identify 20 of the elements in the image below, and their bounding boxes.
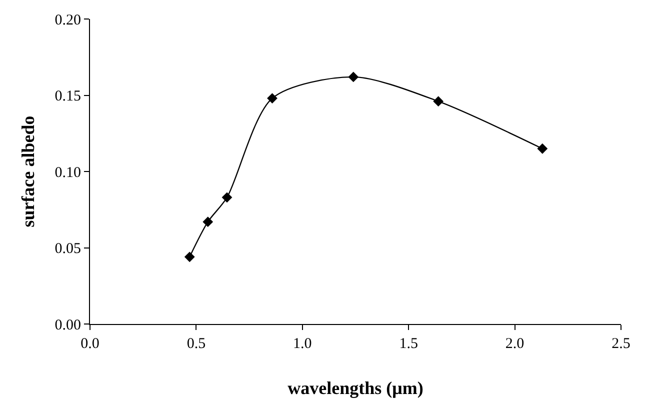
point bbox=[537, 143, 548, 154]
point bbox=[348, 72, 359, 82]
point bbox=[222, 192, 232, 203]
x-axis-title: wavelengths (μm) bbox=[288, 378, 424, 398]
point bbox=[202, 216, 214, 228]
point bbox=[184, 252, 195, 262]
point bbox=[267, 93, 278, 104]
x-tick-label: 1.0 bbox=[293, 336, 312, 352]
y-tick-label: 0.15 bbox=[54, 88, 81, 104]
y-tick-label: 0.00 bbox=[54, 317, 81, 334]
x-tick-label: 0.5 bbox=[186, 336, 206, 352]
y-tick-label: 0.20 bbox=[54, 12, 81, 28]
x-tick-label: 1.5 bbox=[399, 336, 418, 352]
y-tick-label: 0.05 bbox=[54, 241, 81, 257]
y-tick-label: 0.10 bbox=[54, 164, 81, 181]
point bbox=[433, 96, 444, 107]
y-axis-title: surface albedo bbox=[18, 116, 38, 228]
x-tick-label: 2.5 bbox=[612, 336, 630, 352]
x-tick-label: 0.0 bbox=[80, 336, 100, 352]
x-tick-label: 2.0 bbox=[505, 336, 524, 352]
